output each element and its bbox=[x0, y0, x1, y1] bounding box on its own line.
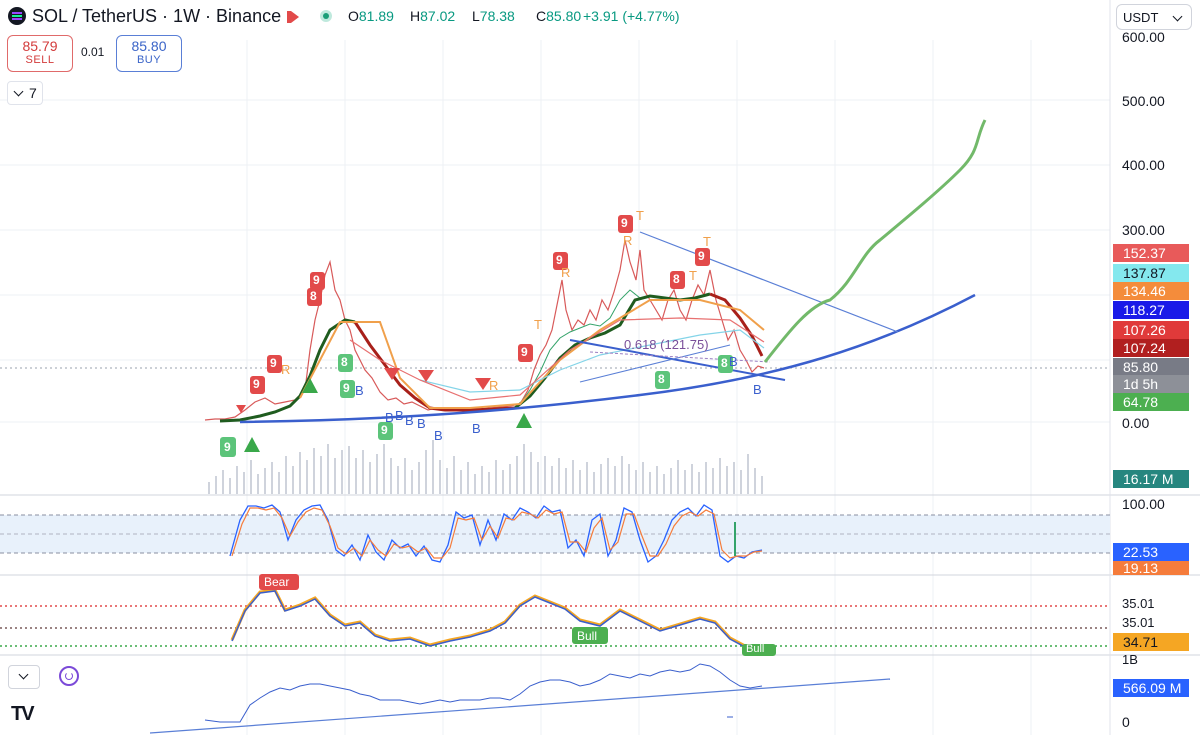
trend-t-label: T bbox=[689, 268, 697, 283]
trend-r-label: R bbox=[623, 233, 633, 248]
chevron-down-icon bbox=[1172, 11, 1183, 22]
trend-r-label: R bbox=[281, 362, 291, 377]
price-tag: 137.87 bbox=[1113, 264, 1189, 282]
td-count-label: 9 bbox=[343, 381, 350, 395]
price-axis-label: 600.00 bbox=[1122, 29, 1165, 45]
bear-label: Bear bbox=[264, 575, 290, 589]
buy-b-label: B bbox=[472, 421, 481, 436]
chevron-down-icon bbox=[13, 86, 24, 97]
td-count-label: 9 bbox=[556, 253, 563, 267]
price-axis-label: 500.00 bbox=[1122, 93, 1165, 109]
price-tag: 64.78 bbox=[1113, 393, 1189, 411]
td-count-label: 9 bbox=[253, 377, 260, 391]
td-count-label: 9 bbox=[270, 356, 277, 370]
osc-tag: 34.71 bbox=[1113, 633, 1189, 651]
obv-line bbox=[204, 663, 763, 723]
price-axis-label: 0.00 bbox=[1122, 415, 1150, 431]
td-count-label: 9 bbox=[621, 216, 628, 230]
sell-price: 85.79 bbox=[22, 38, 58, 54]
td-count-label: 9 bbox=[521, 345, 528, 359]
buy-b-label: B bbox=[753, 382, 762, 397]
bull-label: Bull bbox=[746, 643, 765, 655]
currency-label: USDT bbox=[1123, 10, 1159, 25]
solana-logo-icon bbox=[8, 7, 26, 25]
stoch-k-tag: 22.53 bbox=[1113, 543, 1189, 561]
osc-axis-label: 35.01 bbox=[1122, 596, 1155, 611]
stoch-axis-label: 100.00 bbox=[1122, 496, 1165, 512]
osc-orange bbox=[230, 588, 765, 648]
price-line bbox=[204, 239, 765, 421]
price-tag: 118.27 bbox=[1113, 301, 1189, 319]
td-red-9-marker bbox=[250, 376, 265, 394]
bull-label: Bull bbox=[577, 629, 598, 643]
td-count-label: 8 bbox=[310, 289, 317, 303]
bull-label-bg bbox=[572, 627, 608, 644]
volume-bars bbox=[208, 440, 763, 494]
ohlc-open: O81.89 bbox=[348, 8, 394, 24]
trend-t-label: T bbox=[636, 208, 644, 223]
price-tag: 152.37 bbox=[1113, 244, 1189, 262]
symbol-title[interactable]: SOL / TetherUS · 1W · Binance bbox=[32, 6, 282, 26]
trend-t-label: T bbox=[534, 317, 542, 332]
indicators-toggle-button[interactable]: 7 bbox=[7, 81, 43, 105]
td-count-label: 8 bbox=[673, 272, 680, 286]
currency-selector[interactable]: USDT bbox=[1116, 4, 1192, 30]
buy-label: BUY bbox=[136, 54, 162, 66]
buy-b-label: B bbox=[395, 408, 404, 423]
td-count-label: 9 bbox=[224, 440, 231, 454]
stoch-k bbox=[229, 504, 763, 564]
buy-b-label: B bbox=[417, 416, 426, 431]
price-axis-label: 300.00 bbox=[1122, 222, 1165, 238]
volume-tag: 16.17 M bbox=[1113, 470, 1189, 488]
ohlc-low: L78.38 bbox=[472, 8, 515, 24]
obv-axis-label: 1B bbox=[1122, 652, 1138, 667]
spread-value: 0.01 bbox=[81, 45, 105, 59]
indicator-count: 7 bbox=[29, 85, 37, 101]
buy-b-label: B bbox=[405, 413, 414, 428]
pane-collapse-button[interactable] bbox=[8, 665, 40, 689]
buy-b-label: B bbox=[355, 383, 364, 398]
market-status-icon[interactable] bbox=[320, 10, 332, 22]
sell-label: SELL bbox=[25, 54, 55, 66]
ohlc-change: +3.91 (+4.77%) bbox=[583, 8, 680, 24]
obv-axis-label: 0 bbox=[1122, 714, 1130, 730]
td-count-label: 8 bbox=[721, 356, 728, 370]
td-count-label: 9 bbox=[313, 273, 320, 287]
trend-r-label: R bbox=[561, 265, 571, 280]
price-tag: 107.26 bbox=[1113, 321, 1189, 339]
trend-curve bbox=[239, 293, 976, 424]
price-axis-label: 400.00 bbox=[1122, 157, 1165, 173]
trend-r-label: R bbox=[489, 378, 499, 393]
bar-countdown-tag: 1d 5h bbox=[1113, 375, 1189, 393]
osc-axis-label: 35.01 bbox=[1122, 615, 1155, 630]
buy-b-label: B bbox=[434, 428, 443, 443]
projection-line bbox=[763, 119, 987, 363]
td-count-label: 8 bbox=[341, 355, 348, 369]
ohlc-high: H87.02 bbox=[410, 8, 456, 24]
tradingview-logo[interactable]: TV bbox=[11, 703, 35, 725]
buy-b-label: B bbox=[385, 410, 394, 425]
price-tag: 107.24 bbox=[1113, 339, 1189, 357]
sell-button[interactable]: 85.79 SELL bbox=[7, 35, 73, 72]
fib-level-label: 0.618 (121.75) bbox=[624, 337, 709, 352]
td-count-label: 9 bbox=[381, 423, 388, 437]
bear-label-bg bbox=[259, 574, 299, 590]
buy-b-label: B bbox=[729, 354, 738, 369]
buy-price: 85.80 bbox=[131, 38, 167, 54]
td-count-label: 8 bbox=[658, 372, 665, 386]
sync-icon[interactable] bbox=[59, 666, 79, 686]
td-count-label: 9 bbox=[698, 249, 705, 263]
current-price-tag: 85.80 bbox=[1113, 358, 1189, 376]
ohlc-close: C85.80 bbox=[536, 8, 582, 24]
buy-button[interactable]: 85.80 BUY bbox=[116, 35, 182, 72]
trend-t-label: T bbox=[703, 234, 711, 249]
ema-red bbox=[353, 321, 516, 412]
obv-tag: 566.09 M bbox=[1113, 679, 1189, 697]
price-tag: 134.46 bbox=[1113, 282, 1189, 300]
stoch-d-tag: 19.13 bbox=[1113, 561, 1189, 575]
flag-icon[interactable] bbox=[287, 11, 299, 23]
